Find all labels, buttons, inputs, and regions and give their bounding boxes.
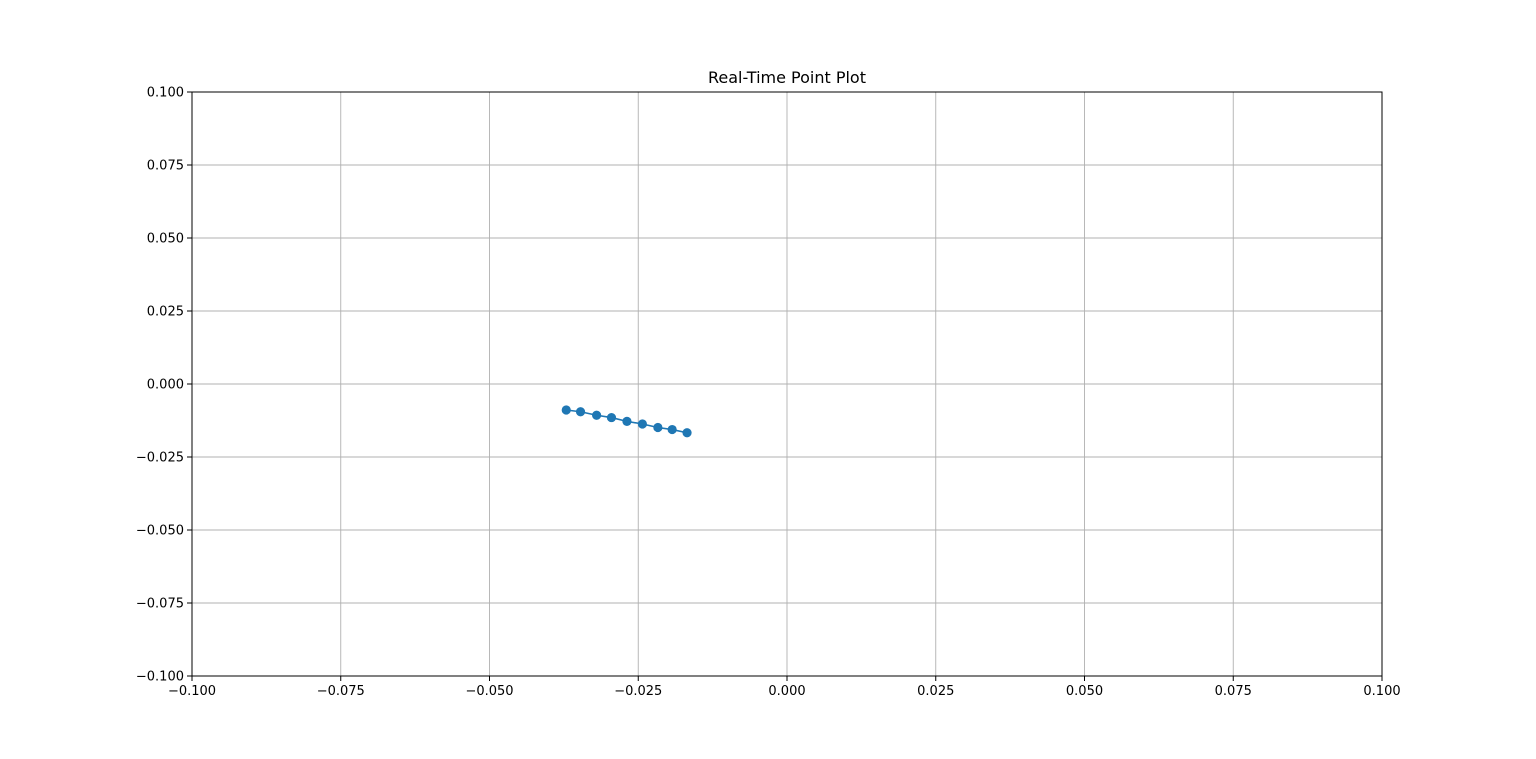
x-tick-label: 0.000 [768,684,805,699]
x-tick-label: −0.075 [317,684,365,699]
y-tick-label: −0.100 [136,670,184,685]
y-tick-label: −0.025 [136,451,184,466]
y-tick-label: −0.075 [136,597,184,612]
data-point [592,410,602,420]
x-tick-label: 0.100 [1363,684,1400,699]
x-tick-label: 0.025 [917,684,954,699]
x-tick-label: 0.075 [1215,684,1252,699]
data-point [682,428,692,438]
data-point [637,419,648,429]
x-tick-label: −0.100 [168,684,216,699]
y-tick-label: 0.100 [147,86,184,101]
data-point [622,416,632,426]
y-tick-label: 0.050 [147,232,184,247]
series-layer [561,405,692,438]
ticks: −0.100 −0.075 −0.050 −0.025 0.000 0.025 0.050 0… [136,86,1401,700]
y-tick-label: 0.000 [147,378,184,393]
y-tick-label: −0.050 [136,524,184,539]
data-point [561,405,571,415]
data-point [606,412,617,423]
x-tick-label: 0.050 [1066,684,1103,699]
x-tick-label: −0.025 [614,684,662,699]
x-tick-label: −0.050 [465,684,513,699]
data-point [653,422,663,433]
chart-title: Real-Time Point Plot [708,68,866,87]
y-tick-label: 0.075 [147,159,184,174]
data-point [575,407,586,417]
data-point [667,424,677,435]
y-tick-label: 0.025 [147,305,184,320]
